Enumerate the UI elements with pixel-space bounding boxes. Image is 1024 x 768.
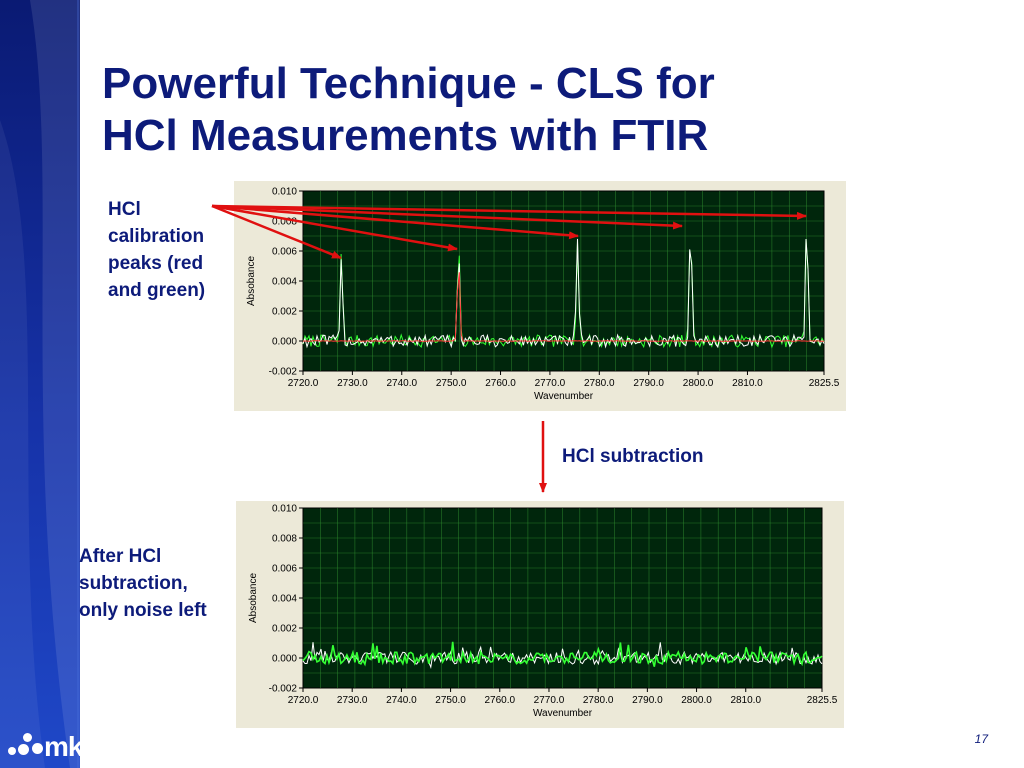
callout-peaks-line-2: calibration: [108, 226, 205, 247]
callout-subtraction-text: HCl subtraction: [562, 446, 704, 467]
x-tick-label: 2750.0: [435, 695, 466, 706]
y-tick-label: 0.006: [272, 247, 297, 258]
x-tick-label: 2770.0: [535, 378, 566, 389]
callout-after-line-2: subtraction,: [79, 573, 188, 594]
callout-after-line-1: After HCl: [79, 546, 162, 567]
logo-dot-1: [8, 747, 16, 755]
mks-logo: mks: [4, 730, 114, 764]
x-tick-label: 2730.0: [337, 378, 368, 389]
callout-after-line-3: only noise left: [79, 600, 207, 621]
callout-peaks-line-4: and green): [108, 280, 206, 301]
x-tick-label: 2740.0: [386, 378, 417, 389]
slide-number: 17: [974, 732, 988, 746]
y-axis-label: Absobance: [246, 256, 257, 306]
x-tick-label: 2740.0: [386, 695, 417, 706]
x-tick-label: 2790.0: [632, 695, 663, 706]
chart-top-frame: 0.010 0.008 0.006 0.004 0.002 0.000 -0.002 2720…: [234, 181, 846, 411]
sidebar-decoration: [0, 0, 80, 768]
x-tick-label: 2810.0: [732, 378, 763, 389]
callout-peaks-line-3: peaks (red: [108, 253, 204, 274]
x-tick-label: 2810.0: [730, 695, 761, 706]
y-tick-label: 0.006: [272, 564, 297, 575]
chart-bottom-frame: 0.010 0.008 0.006 0.004 0.002 0.000 -0.002 2720…: [236, 501, 844, 728]
x-tick-label: 2825.5: [807, 695, 838, 706]
y-tick-label: 0.010: [272, 187, 297, 198]
x-tick-label: 2730.0: [337, 695, 368, 706]
callout-calibration-peaks: HCl calibration peaks (red and green): [108, 196, 238, 304]
x-tick-label: 2720.0: [288, 695, 319, 706]
logo-text: mks: [44, 731, 98, 762]
x-tick-label: 2790.0: [633, 378, 664, 389]
y-tick-label: 0.002: [272, 307, 297, 318]
x-tick-label: 2760.0: [485, 378, 516, 389]
y-tick-label: 0.000: [272, 654, 297, 665]
y-axis-label: Absobance: [248, 573, 259, 623]
title-line-1: Powerful Technique - CLS for: [102, 59, 715, 108]
x-tick-label: 2750.0: [436, 378, 467, 389]
y-tick-label: -0.002: [269, 367, 298, 378]
x-tick-label: 2760.0: [484, 695, 515, 706]
logo-dot-3: [23, 733, 32, 742]
y-tick-label: 0.008: [272, 217, 297, 228]
x-tick-label: 2770.0: [534, 695, 565, 706]
chart-bottom: 0.010 0.008 0.006 0.004 0.002 0.000 -0.0022720…: [248, 504, 838, 720]
title-line-2: HCl Measurements with FTIR: [102, 111, 709, 160]
callout-after-subtraction: After HCl subtraction, only noise left: [79, 543, 239, 624]
slide-title: Powerful Technique - CLS for HCl Measure…: [102, 58, 982, 162]
sidebar-swoosh: [30, 0, 80, 768]
y-tick-label: 0.000: [272, 337, 297, 348]
x-axis-label: Wavenumber: [534, 391, 594, 402]
callout-hcl-subtraction: HCl subtraction: [562, 443, 762, 470]
x-tick-label: 2800.0: [683, 378, 714, 389]
series-red-line: [302, 272, 825, 342]
y-tick-label: 0.002: [272, 624, 297, 635]
sidebar-background: [0, 0, 80, 768]
y-tick-label: 0.008: [272, 534, 297, 545]
logo-dot-4: [32, 743, 43, 754]
y-tick-label: -0.002: [269, 684, 298, 695]
x-tick-label: 2720.0: [288, 378, 319, 389]
y-tick-label: 0.004: [272, 594, 297, 605]
y-tick-label: 0.010: [272, 504, 297, 515]
series-green-line: [302, 641, 823, 667]
x-tick-label: 2780.0: [584, 378, 615, 389]
callout-peaks-line-1: HCl: [108, 199, 141, 220]
y-tick-label: 0.004: [272, 277, 297, 288]
x-tick-label: 2800.0: [681, 695, 712, 706]
chart-top: 0.010 0.008 0.006 0.004 0.002 0.000 -0.0022720…: [246, 187, 840, 403]
series-white-line: [302, 642, 823, 669]
logo-dot-2: [18, 744, 29, 755]
series-green-line: [302, 239, 825, 349]
sidebar-swoosh-2: [0, 120, 45, 768]
x-tick-label: 2780.0: [583, 695, 614, 706]
series-white-line: [302, 238, 825, 349]
x-axis-label: Wavenumber: [533, 708, 593, 719]
x-tick-label: 2825.5: [809, 378, 840, 389]
